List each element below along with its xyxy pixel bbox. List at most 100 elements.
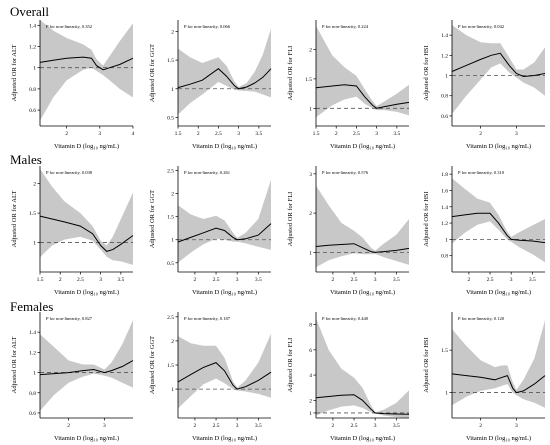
confidence-band xyxy=(178,28,271,115)
spline-panel: 0.8 1 1.2 1.4 1.6 1.8 2 2.5 3 3.5 P for non-linear… xyxy=(420,160,548,298)
confidence-band xyxy=(178,179,271,263)
or-curve xyxy=(177,68,272,90)
y-axis-label: Adjusted OR for HSI xyxy=(423,337,430,392)
y-tick-label: 4 xyxy=(309,373,312,379)
confidence-band xyxy=(40,168,133,265)
x-axis-label: Vitamin D (log₁₀ ng/mL) xyxy=(466,143,531,150)
y-tick-label: 6 xyxy=(309,348,312,354)
y-tick-label: 1 xyxy=(309,411,312,417)
y-tick-label: 1 xyxy=(309,106,312,112)
or-curve xyxy=(39,56,134,71)
x-axis-label: Vitamin D (log₁₀ ng/mL) xyxy=(466,289,531,296)
x-axis-label: Vitamin D (log₁₀ ng/mL) xyxy=(330,143,395,150)
y-tick-label: 0.6 xyxy=(441,114,448,120)
x-axis-label: Vitamin D (log₁₀ ng/mL) xyxy=(192,143,257,150)
y-axis-label: Adjusted OR for FLI xyxy=(287,338,294,393)
x-axis-label: Vitamin D (log₁₀ ng/mL) xyxy=(192,435,257,442)
confidence-band xyxy=(452,178,545,263)
or-curve xyxy=(451,373,546,394)
spline-panel: 1 1.5 2 1.5 2 2.5 3 3.5 P for non-linearity, 0.2… xyxy=(284,14,412,152)
x-tick-label: 2 xyxy=(197,131,200,137)
spline-chart: 0.6 0.8 1 1.2 1.4 2 3 4 P for non-linearity, 0.3… xyxy=(11,20,135,150)
confidence-band xyxy=(316,25,409,118)
y-tick-label: 3 xyxy=(309,172,312,178)
y-tick-label: 2 xyxy=(33,182,36,188)
y-tick-label: 1 xyxy=(33,66,36,72)
y-tick-label: 1.4 xyxy=(441,205,448,211)
y-tick-label: 2 xyxy=(171,29,174,35)
x-tick-label: 3 xyxy=(510,277,513,283)
spline-panel: 0.6 0.8 1 1.2 1.4 2 3 4 P for non-linearity, 0.3… xyxy=(8,14,136,152)
y-tick-label: 8 xyxy=(309,323,312,329)
spline-chart: 0.5 1 1.5 2 1.5 2 2.5 3 3.5 P for non-linearity, … xyxy=(149,20,272,150)
x-tick-label: 3 xyxy=(515,423,518,429)
y-axis-label: Adjusted OR for FLI xyxy=(287,192,294,247)
y-tick-label: 1.5 xyxy=(167,363,174,369)
y-tick-label: 0.8 xyxy=(29,87,36,93)
spline-panel: 1 2 4 6 8 2 2.5 3 3.5 P for non-linearity, 0.440 V… xyxy=(284,306,412,444)
y-tick-label: 1.5 xyxy=(441,348,448,354)
x-tick-label: 2.5 xyxy=(213,423,220,429)
spline-chart: 0.6 0.8 1 1.2 1.4 2 3 P for non-linearity, 0.04… xyxy=(423,20,546,150)
y-axis-label: Adjusted OR for HSI xyxy=(423,45,430,100)
y-tick-label: 2 xyxy=(171,192,174,198)
x-tick-label: 2 xyxy=(332,277,335,283)
x-tick-label: 2 xyxy=(67,423,70,429)
x-tick-label: 2 xyxy=(194,423,197,429)
spline-chart: 0.6 0.8 1 1.2 1.4 2 3 P for non-linearity, 0.82… xyxy=(11,312,134,442)
x-tick-label: 2 xyxy=(65,131,68,137)
x-tick-label: 2.5 xyxy=(351,277,358,283)
x-tick-label: 3.5 xyxy=(529,277,536,283)
y-axis-label: Adjusted OR for FLI xyxy=(287,46,294,101)
nonlinearity-annotation: P for non-linearity, 0.440 xyxy=(322,316,369,322)
spline-chart: 1 2 3 2 2.5 3 3.5 P for non-linearity, 0.576 Vit… xyxy=(287,166,410,296)
y-tick-label: 0.8 xyxy=(441,94,448,100)
x-tick-label: 3.5 xyxy=(117,277,124,283)
y-tick-label: 1.4 xyxy=(29,23,36,29)
x-tick-label: 3.5 xyxy=(255,423,262,429)
nonlinearity-annotation: P for non-linearity, 0.120 xyxy=(458,316,505,322)
or-curve xyxy=(39,360,134,376)
spline-chart: 0.5 1 1.5 2 2.5 2 2.5 3 3.5 P for non-linearity, … xyxy=(149,166,272,296)
x-tick-label: 3 xyxy=(236,423,239,429)
y-tick-label: 1 xyxy=(33,241,36,247)
or-curve xyxy=(315,243,410,253)
nonlinearity-annotation: P for non-linearity, 0.352 xyxy=(46,24,93,30)
nonlinearity-annotation: P for non-linearity, 0.576 xyxy=(322,170,369,176)
confidence-band xyxy=(452,320,545,408)
or-curve xyxy=(315,394,410,415)
spline-panel: 1 1.5 2 3 P for non-linearity, 0.120 Vitamin … xyxy=(420,306,548,444)
x-tick-label: 2.5 xyxy=(351,423,358,429)
or-curve xyxy=(315,84,410,109)
spline-panel: 0.6 0.8 1 1.2 1.4 2 3 P for non-linearity, 0.82… xyxy=(8,306,136,444)
y-tick-label: 2 xyxy=(171,339,174,345)
y-tick-label: 0.5 xyxy=(167,115,174,121)
y-axis-label: Adjusted OR for ALT xyxy=(11,191,18,248)
y-axis-label: Adjusted OR for HSI xyxy=(423,191,430,246)
x-axis-label: Vitamin D (log₁₀ ng/mL) xyxy=(330,289,395,296)
nonlinearity-annotation: P for non-linearity, 0.224 xyxy=(322,24,369,30)
x-tick-label: 2 xyxy=(335,131,338,137)
spline-panel: 1 1.5 2 2.5 2 2.5 3 3.5 P for non-linearity, 0.1… xyxy=(146,306,274,444)
y-tick-label: 1 xyxy=(309,250,312,256)
x-tick-label: 1.5 xyxy=(313,131,320,137)
x-tick-label: 2.5 xyxy=(77,277,84,283)
spline-panel: 0.5 1 1.5 2 1.5 2 2.5 3 3.5 P for non-linearity, … xyxy=(146,14,274,152)
y-tick-label: 2.5 xyxy=(167,315,174,321)
nonlinearity-annotation: P for non-linearity, 0.187 xyxy=(184,316,231,322)
y-tick-label: 1.5 xyxy=(167,58,174,64)
x-tick-label: 2 xyxy=(332,423,335,429)
spline-chart: 1 1.5 2 3 P for non-linearity, 0.120 Vitamin … xyxy=(423,312,546,442)
confidence-band xyxy=(316,185,409,268)
y-tick-label: 1 xyxy=(445,391,448,397)
x-axis-label: Vitamin D (log₁₀ ng/mL) xyxy=(330,435,395,442)
spline-chart: 1 1.5 2 1.5 2 2.5 3 3.5 P for non-linearity, 0.0… xyxy=(11,166,134,296)
x-tick-label: 1.5 xyxy=(175,131,182,137)
or-curve xyxy=(177,223,272,243)
or-curve xyxy=(177,362,272,390)
nonlinearity-annotation: P for non-linearity, 0.827 xyxy=(46,316,93,322)
x-tick-label: 3.5 xyxy=(255,277,262,283)
x-tick-label: 3 xyxy=(103,423,106,429)
x-tick-label: 2 xyxy=(468,277,471,283)
x-tick-label: 2 xyxy=(194,277,197,283)
